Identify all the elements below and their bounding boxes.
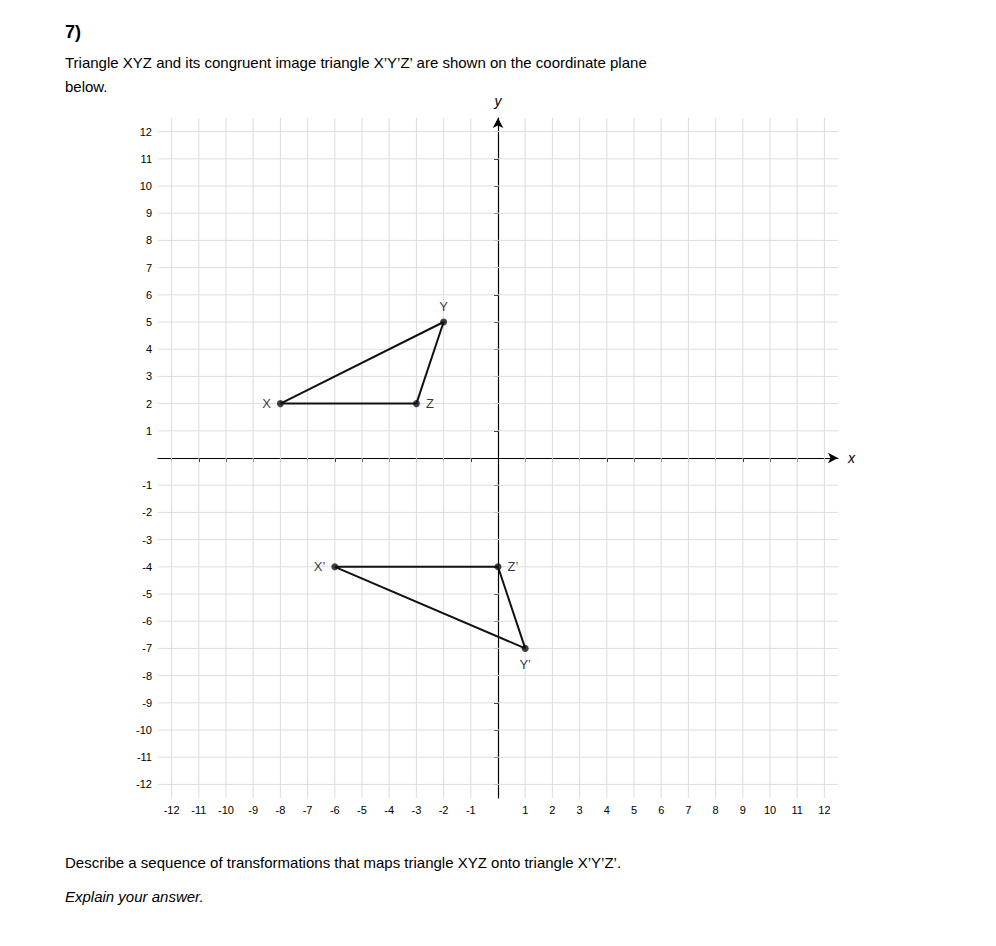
svg-text:Describe a sequence of transfo: Describe a sequence of transformations t… [65,854,621,871]
svg-text:-9: -9 [142,697,152,709]
svg-text:-4: -4 [142,561,152,573]
svg-text:-2: -2 [439,804,449,816]
svg-text:6: 6 [658,804,664,816]
svg-text:X’: X’ [314,559,326,574]
svg-text:Explain your answer.: Explain your answer. [65,888,204,905]
svg-text:1: 1 [146,425,152,437]
svg-text:Z’: Z’ [508,559,519,574]
svg-text:-7: -7 [142,642,152,654]
svg-text:8: 8 [146,234,152,246]
svg-text:Triangle XYZ and its congruent: Triangle XYZ and its congruent image tri… [65,54,647,71]
svg-text:-5: -5 [142,588,152,600]
svg-text:8: 8 [713,804,719,816]
svg-text:11: 11 [791,804,802,816]
svg-text:12: 12 [818,804,830,816]
svg-text:X: X [262,396,271,411]
svg-text:3: 3 [146,370,152,382]
svg-text:3: 3 [577,804,583,816]
svg-text:10: 10 [764,804,776,816]
svg-text:11: 11 [141,153,152,165]
svg-text:12: 12 [140,126,152,138]
svg-text:-8: -8 [276,804,286,816]
svg-text:-5: -5 [357,804,367,816]
svg-text:-7: -7 [303,804,313,816]
svg-text:2: 2 [549,804,555,816]
svg-text:Y: Y [439,299,448,314]
svg-text:x: x [847,450,856,466]
svg-text:-8: -8 [142,670,152,682]
svg-text:6: 6 [146,289,152,301]
svg-text:4: 4 [146,343,152,355]
svg-text:Y’: Y’ [519,657,531,672]
svg-text:4: 4 [604,804,610,816]
svg-text:-12: -12 [136,778,152,790]
svg-text:-6: -6 [142,615,152,627]
svg-text:5: 5 [631,804,637,816]
svg-text:-10: -10 [136,724,152,736]
svg-text:-10: -10 [218,804,234,816]
svg-text:-3: -3 [142,534,152,546]
svg-text:7: 7 [146,262,152,274]
svg-text:-1: -1 [142,479,152,491]
svg-text:below.: below. [65,78,108,95]
svg-text:1: 1 [522,804,528,816]
svg-text:9: 9 [740,804,746,816]
svg-text:-4: -4 [384,804,394,816]
svg-text:-12: -12 [164,804,180,816]
svg-text:5: 5 [146,316,152,328]
svg-text:-9: -9 [248,804,258,816]
svg-text:2: 2 [146,398,152,410]
svg-text:9: 9 [146,207,152,219]
svg-text:-2: -2 [142,506,152,518]
svg-text:-11: -11 [137,751,152,763]
svg-text:10: 10 [140,180,152,192]
svg-text:-3: -3 [412,804,422,816]
svg-text:-1: -1 [466,804,476,816]
svg-text:7): 7) [65,22,81,42]
svg-text:-6: -6 [330,804,340,816]
svg-text:7: 7 [685,804,691,816]
svg-text:Z: Z [426,396,434,411]
svg-text:y: y [494,93,503,109]
svg-text:-11: -11 [191,804,206,816]
